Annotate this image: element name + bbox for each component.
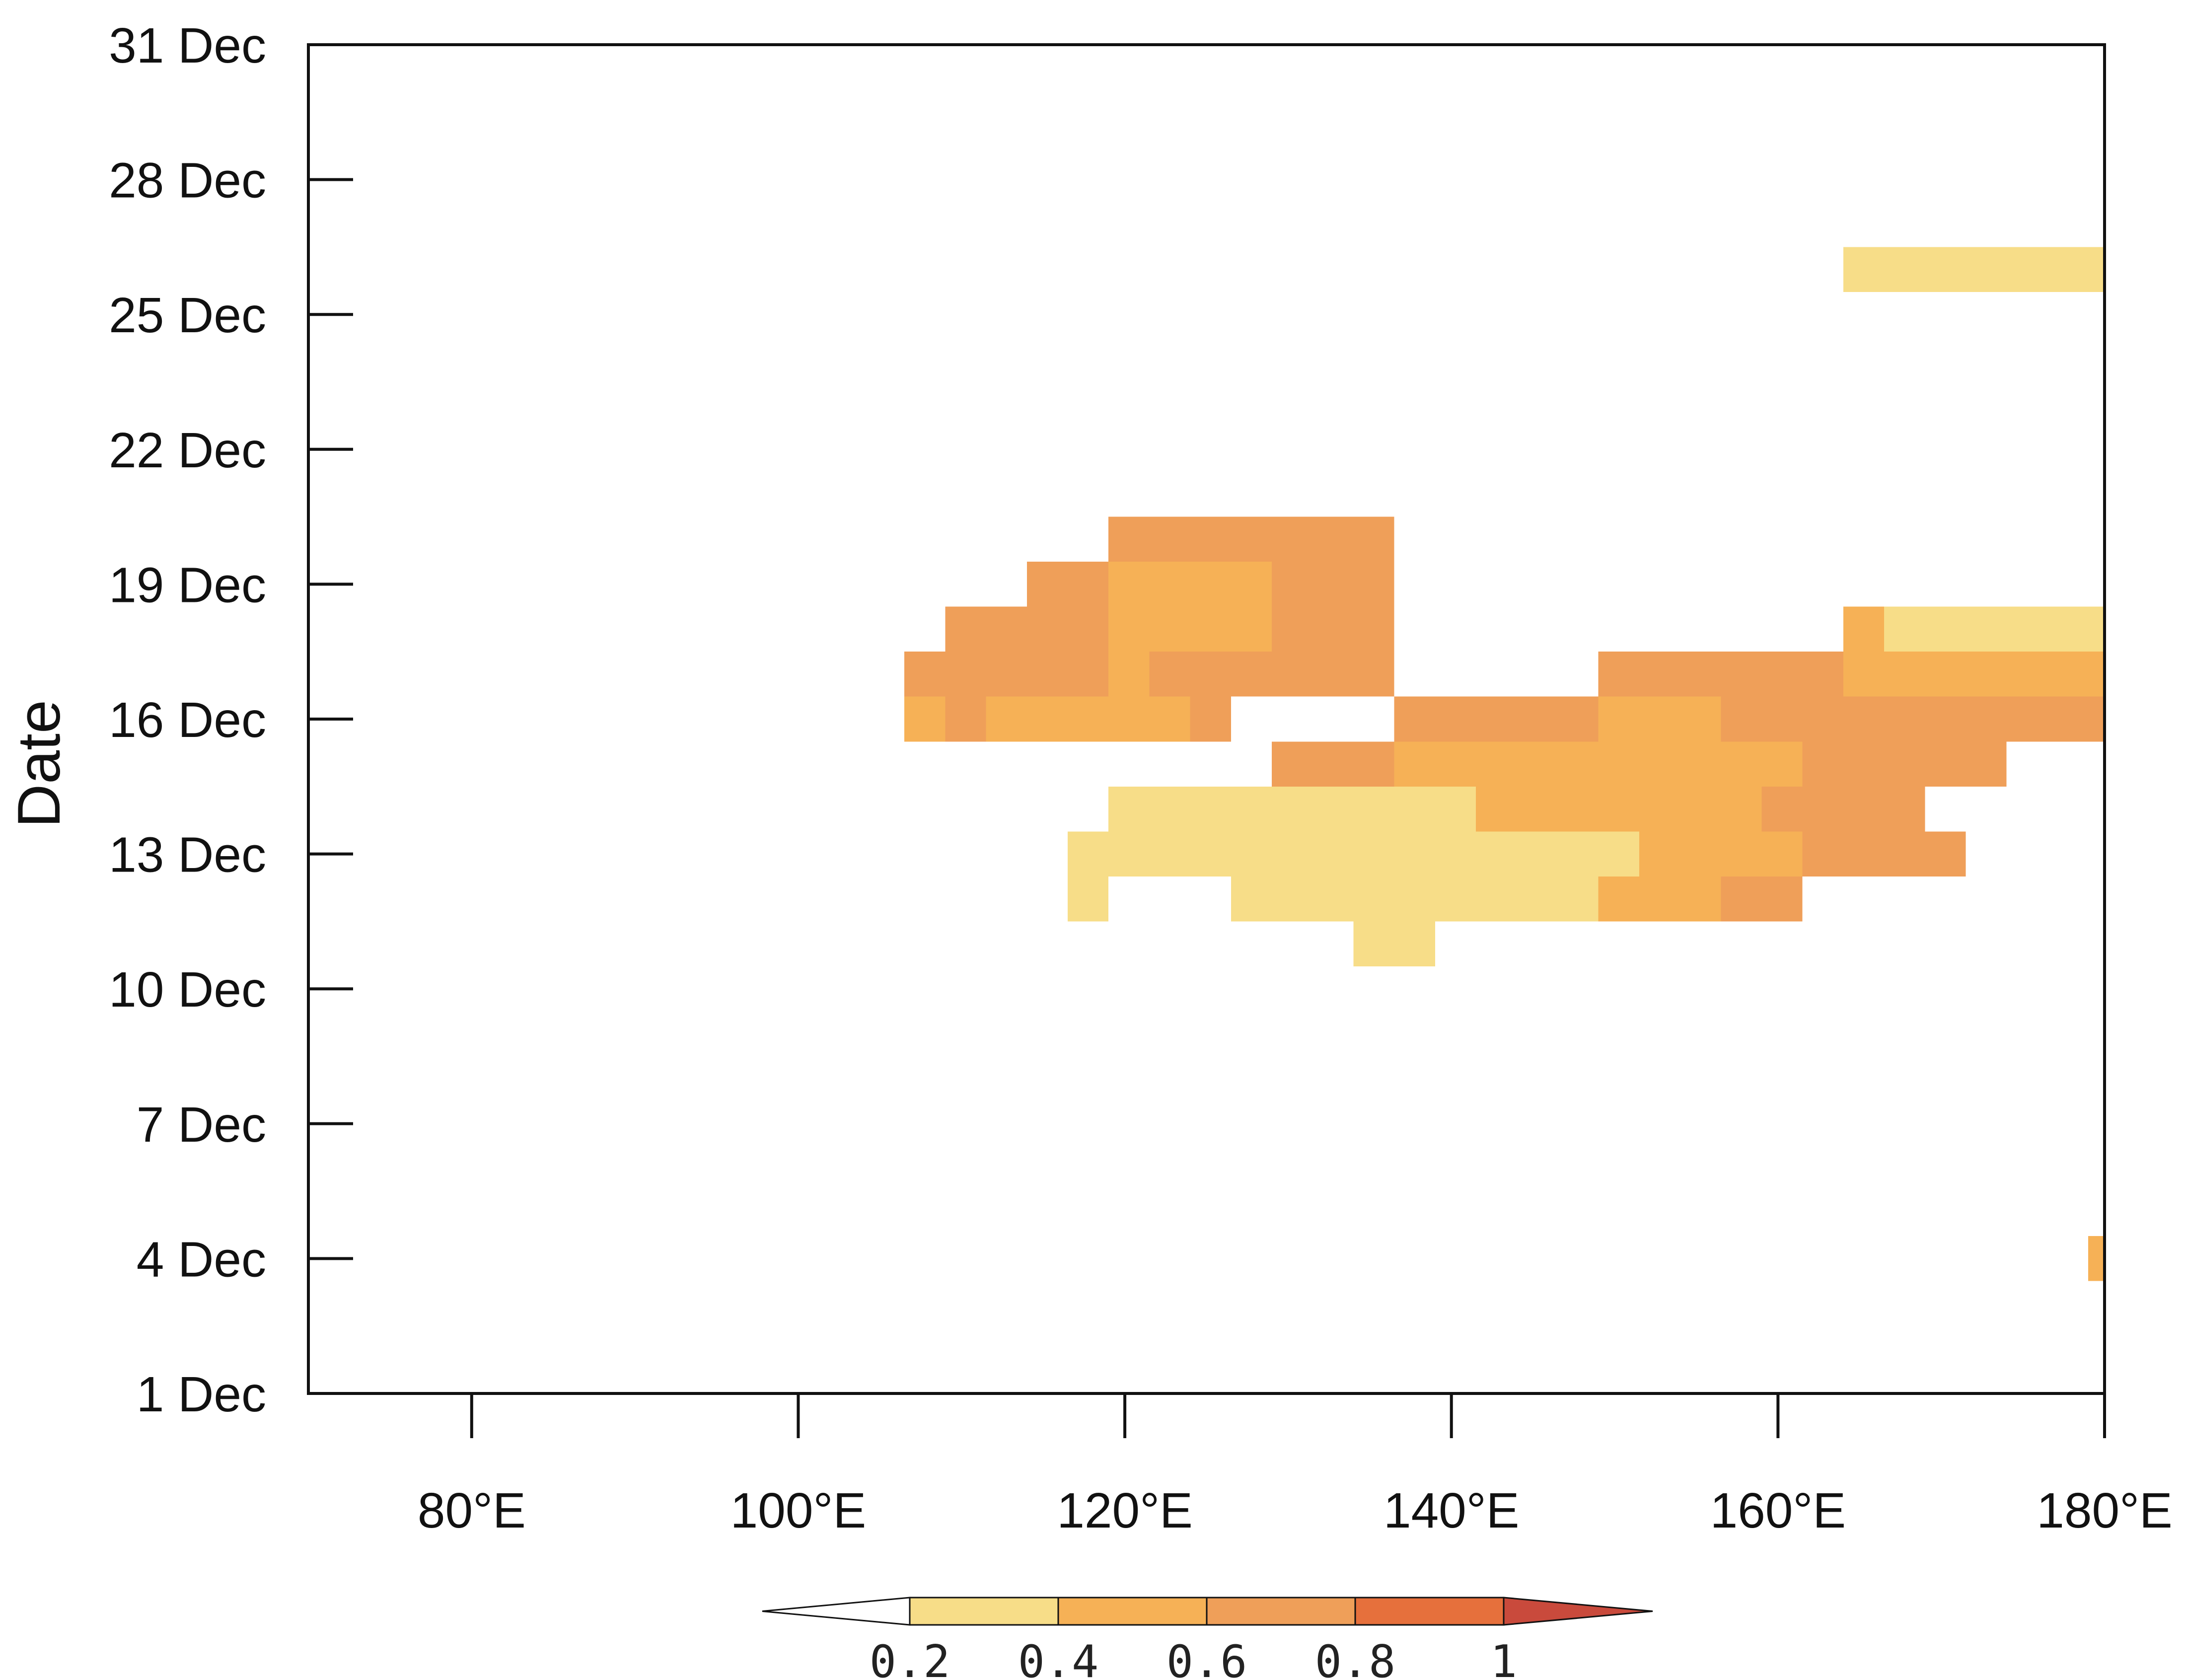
heatmap-cell (945, 696, 986, 742)
colorbar-label: 0.4 (1018, 1636, 1099, 1680)
heatmap-cell (1394, 741, 1803, 787)
heatmap-cell (1353, 921, 1435, 966)
heatmap-cell (1108, 516, 1394, 562)
heatmap-cell (1761, 786, 1925, 832)
heatmap-cell (1598, 652, 1843, 697)
heatmap-cell (1068, 831, 1639, 877)
heatmap-cell (986, 696, 1190, 742)
x-tick-label: 180°E (2037, 1483, 2173, 1538)
x-tick-label: 140°E (1384, 1483, 1520, 1538)
x-tick-label: 120°E (1057, 1483, 1193, 1538)
colorbar-high-triangle (1503, 1597, 1653, 1626)
heatmap-cell (904, 696, 946, 742)
x-tick-label: 160°E (1710, 1483, 1846, 1538)
y-tick-label: 25 Dec (109, 288, 266, 343)
heatmap-cell (904, 652, 1109, 697)
heatmap-cell (1802, 831, 1966, 877)
heatmap-cell (1843, 652, 2105, 697)
heatmap-cell (1108, 606, 1272, 652)
heatmap-cell (1721, 876, 1803, 922)
heatmap-cell (1108, 786, 1476, 832)
y-axis-title: Date (5, 700, 73, 828)
y-tick-label: 4 Dec (137, 1232, 266, 1287)
y-axis: 1 Dec 4 Dec 7 Dec 10 Dec 13 Dec 16 Dec 19 Dec 2… (109, 18, 353, 1422)
colorbar-swatch (1354, 1597, 1505, 1626)
colorbar-label: 1 (1490, 1636, 1517, 1680)
heatmap-cell (1476, 786, 1762, 832)
heatmap-cell (1598, 696, 1721, 742)
heatmap-cell (1108, 562, 1272, 607)
colorbar-swatch (909, 1597, 1059, 1626)
colorbar-swatch (1057, 1597, 1208, 1626)
heatmap-cell (1272, 741, 1394, 787)
colorbar: 0.2 0.4 0.6 0.8 1 (762, 1597, 1653, 1680)
x-tick-label: 100°E (730, 1483, 867, 1538)
y-tick-label: 31 Dec (109, 18, 266, 73)
heatmap-cell (1884, 606, 2105, 652)
x-tick-label: 80°E (418, 1483, 526, 1538)
heatmap-cell (1639, 831, 1803, 877)
heatmap-cell (2088, 1236, 2105, 1281)
colorbar-label: 0.8 (1315, 1636, 1396, 1680)
y-tick-label: 22 Dec (109, 423, 266, 478)
heatmap-cells (904, 247, 2105, 1281)
colorbar-label: 0.6 (1166, 1636, 1247, 1680)
y-tick-label: 7 Dec (137, 1097, 266, 1153)
colorbar-swatch (1206, 1597, 1356, 1626)
y-tick-label: 1 Dec (137, 1367, 266, 1422)
heatmap-cell (1026, 562, 1109, 607)
heatmap-cell (1108, 652, 1150, 697)
heatmap-cell (1149, 652, 1394, 697)
colorbar-low-triangle (762, 1597, 911, 1626)
colorbar-label: 0.2 (870, 1636, 950, 1680)
heatmap-cell (1190, 696, 1231, 742)
heatmap-cell (1843, 247, 2105, 292)
heatmap-cell (1843, 606, 1885, 652)
heatmap-cell (1721, 696, 2105, 742)
y-tick-label: 28 Dec (109, 153, 266, 209)
y-tick-label: 19 Dec (109, 557, 266, 613)
y-tick-label: 10 Dec (109, 962, 266, 1018)
heatmap-cell (1394, 696, 1599, 742)
heatmap-cell (1802, 741, 2007, 787)
y-tick-label: 16 Dec (109, 692, 266, 748)
heatmap-cell (1598, 876, 1721, 922)
heatmap-cell (1231, 876, 1599, 922)
heatmap-cell (1272, 606, 1394, 652)
heatmap-cell (1068, 876, 1109, 922)
x-axis: 80°E 100°E 120°E 140°E 160°E 180°E (418, 1393, 2173, 1538)
heatmap-cell (945, 606, 1109, 652)
y-tick-label: 13 Dec (109, 827, 266, 883)
heatmap-cell (1272, 562, 1394, 607)
